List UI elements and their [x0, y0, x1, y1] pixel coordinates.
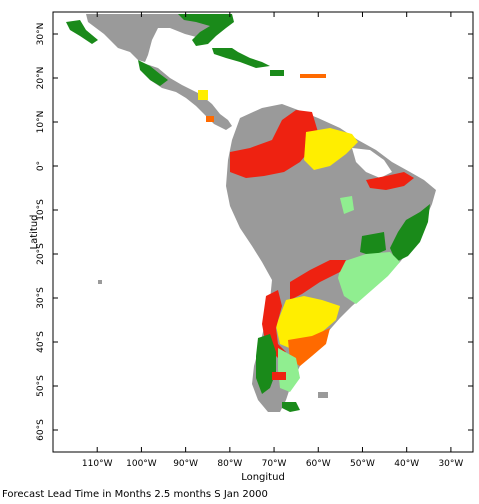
guianas-white-gap	[352, 148, 392, 178]
forecast-caption: Forecast Lead Time in Months 2.5 months …	[2, 489, 268, 500]
lat-tick-label: 10°N	[36, 111, 46, 134]
lon-tick-label: 60°W	[306, 459, 331, 469]
lat-tick-label: 30°S	[36, 287, 46, 309]
lat-tick-label: 20°N	[36, 67, 46, 90]
lat-tick-label: 30°N	[36, 23, 46, 46]
argentina-orange	[288, 328, 330, 366]
usa-gulf-green	[178, 14, 234, 46]
central-america-green	[138, 60, 168, 86]
mexico-usa-land	[86, 14, 232, 62]
lon-tick-label: 50°W	[350, 459, 375, 469]
lat-tick-label: 10°S	[36, 199, 46, 221]
paraguay-red	[290, 260, 346, 300]
lon-tick-label: 30°W	[438, 459, 463, 469]
florida-green	[212, 48, 270, 68]
lon-tick-label: 110°W	[82, 459, 113, 469]
lat-tick-label: 20°S	[36, 243, 46, 265]
lon-tick-label: 70°W	[262, 459, 287, 469]
mexico-yellow-spot	[198, 90, 208, 100]
galapagos-land	[98, 280, 102, 284]
lat-tick-label: 60°S	[36, 419, 46, 441]
central-orange	[206, 116, 214, 122]
lon-tick-label: 80°W	[217, 459, 242, 469]
southeast-light-green	[338, 252, 400, 304]
patagonia-light-green	[278, 348, 300, 392]
venezuela-yellow	[304, 128, 358, 170]
chile-green	[256, 334, 276, 394]
y-axis-title: Latitud	[29, 214, 40, 249]
lon-tick-label: 90°W	[173, 459, 198, 469]
lat-tick-label: 0°	[36, 161, 46, 171]
caribbean-orange	[300, 74, 326, 78]
northern-red-band	[230, 110, 318, 178]
lat-tick-label: 50°S	[36, 375, 46, 397]
brazil-inland-green	[360, 232, 386, 256]
lon-tick-label: 40°W	[394, 459, 419, 469]
amazon-red-strip	[366, 172, 414, 190]
argentina-yellow	[276, 296, 340, 350]
tierra-green	[282, 402, 300, 412]
lon-tick-label: 100°W	[126, 459, 157, 469]
brazil-east-green	[390, 204, 430, 262]
baja-green	[66, 20, 98, 44]
tierra-red	[272, 372, 286, 380]
cuba-green	[270, 70, 284, 76]
x-axis-title: Longitud	[241, 472, 285, 483]
lat-tick-label: 40°S	[36, 331, 46, 353]
falklands-land	[318, 392, 328, 398]
axis-ticks: 110°W 100°W 90°W 80°W 70°W 60°W 50°W 40°W 30°W 30…	[36, 12, 473, 469]
amazon-light-green	[340, 196, 354, 214]
map-panel	[52, 11, 474, 453]
